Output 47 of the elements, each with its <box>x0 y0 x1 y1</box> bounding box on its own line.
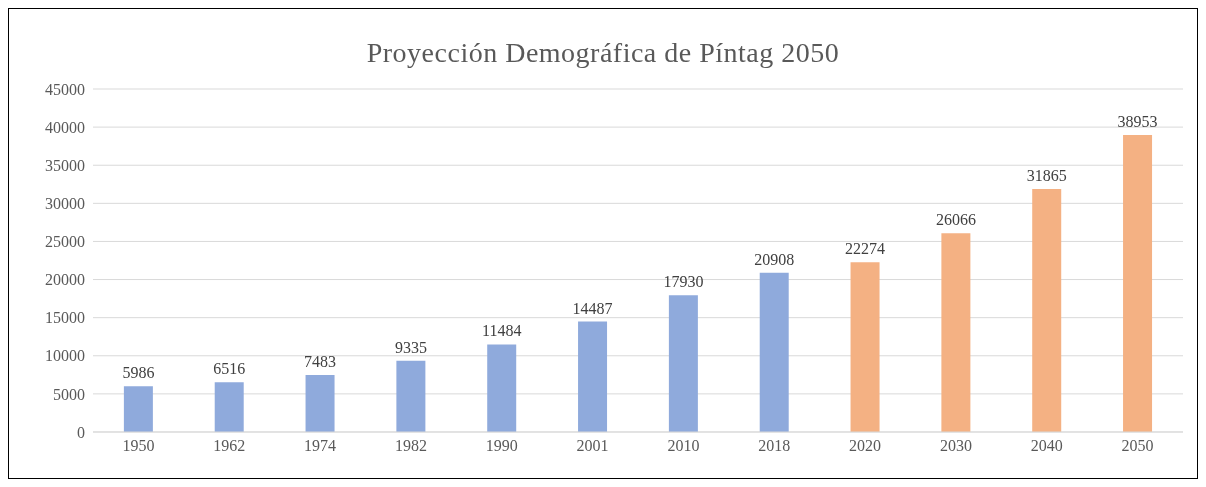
data-label: 31865 <box>1026 167 1067 185</box>
bar <box>941 233 971 432</box>
bar <box>396 360 426 432</box>
bar <box>305 374 335 432</box>
bar <box>123 386 153 432</box>
data-label: 20908 <box>754 250 795 268</box>
data-label: 11484 <box>482 322 522 340</box>
x-tick-label: 1982 <box>394 437 427 455</box>
data-label: 17930 <box>663 273 704 291</box>
x-tick-label: 2001 <box>576 437 609 455</box>
data-label: 5986 <box>122 364 155 382</box>
y-tick-label: 20000 <box>45 271 85 289</box>
data-label: 9335 <box>394 338 427 356</box>
data-label: 6516 <box>213 360 246 378</box>
x-tick-label: 2018 <box>758 437 791 455</box>
y-tick-label: 40000 <box>45 118 85 136</box>
chart-title: Proyección Demográfica de Píntag 2050 <box>365 36 841 70</box>
x-tick-label: 2020 <box>849 437 882 455</box>
x-tick-label: 2030 <box>939 437 972 455</box>
bar <box>1123 135 1153 432</box>
y-tick-label: 30000 <box>45 195 85 213</box>
y-tick-label: 25000 <box>45 233 85 251</box>
data-label: 14487 <box>572 299 613 317</box>
y-tick-label: 0 <box>77 423 85 441</box>
data-label: 22274 <box>845 240 886 258</box>
x-tick-label: 2040 <box>1030 437 1063 455</box>
bar <box>487 344 517 432</box>
y-tick-label: 35000 <box>45 156 85 174</box>
data-label: 7483 <box>304 352 337 370</box>
x-tick-label: 2050 <box>1121 437 1154 455</box>
x-tick-label: 1990 <box>485 437 518 455</box>
bar <box>578 321 608 432</box>
bar <box>759 272 789 432</box>
y-tick-label: 45000 <box>45 80 85 98</box>
y-tick-label: 10000 <box>45 347 85 365</box>
data-label: 26066 <box>935 211 976 229</box>
bar <box>668 295 698 432</box>
x-tick-label: 1974 <box>304 437 337 455</box>
data-label: 38953 <box>1117 113 1158 131</box>
x-tick-label: 1950 <box>122 437 155 455</box>
y-tick-label: 5000 <box>53 385 85 403</box>
bar <box>850 262 880 432</box>
x-tick-label: 1962 <box>213 437 246 455</box>
y-tick-label: 15000 <box>45 309 85 327</box>
bar <box>1032 189 1062 432</box>
bar <box>214 382 244 432</box>
x-tick-label: 2010 <box>667 437 700 455</box>
